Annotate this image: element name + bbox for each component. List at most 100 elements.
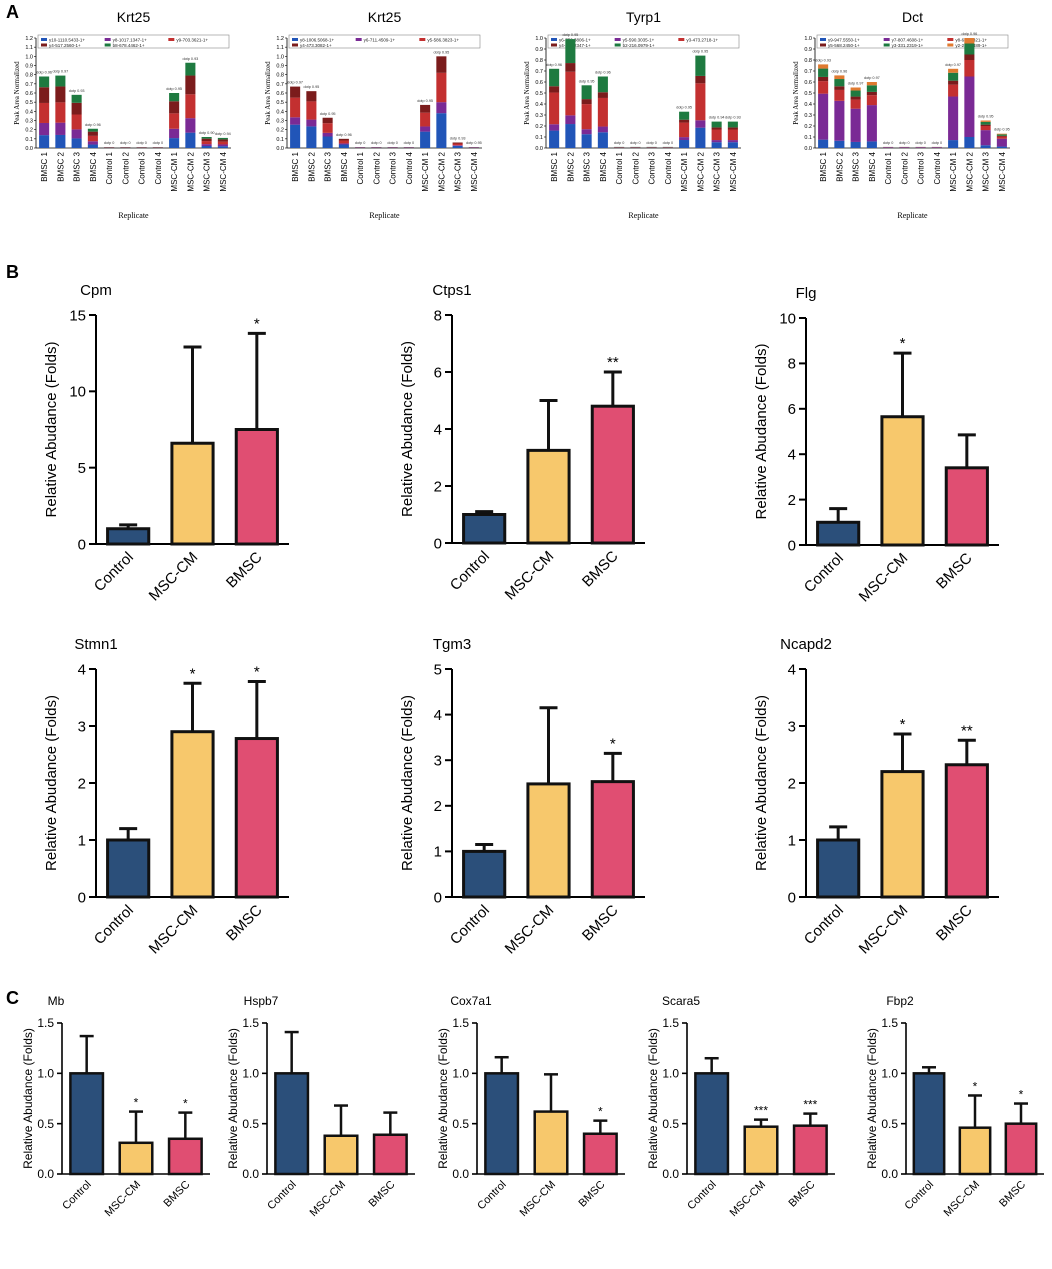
x-tick-label: Control 1 bbox=[356, 151, 365, 184]
y-tick-label: 0.9 bbox=[276, 64, 284, 70]
stacked-bar-segment bbox=[201, 138, 212, 142]
stacked-bar-segment bbox=[306, 126, 317, 148]
dotp-label: dotp 0.95 bbox=[676, 106, 692, 110]
stacked-bar-segment bbox=[931, 147, 942, 148]
legend-swatch bbox=[883, 38, 890, 41]
legend-entry: y3-473.2718-1+ bbox=[686, 38, 718, 43]
y-tick-label: 1.5 bbox=[37, 1016, 54, 1030]
significance-mark: *** bbox=[803, 1098, 817, 1112]
legend-swatch bbox=[292, 43, 298, 47]
stacked-bar-segment bbox=[964, 38, 975, 44]
stacked-bar-segment bbox=[948, 84, 959, 97]
stacked-bar-segment bbox=[866, 95, 877, 106]
stacked-bar-segment bbox=[290, 86, 301, 98]
stacked-bar-segment bbox=[581, 104, 592, 130]
stacked-bar-segment bbox=[818, 76, 829, 82]
stacked-bar-segment bbox=[452, 145, 463, 146]
dotp-label: dotp 0.95 bbox=[417, 99, 433, 103]
chart-title: Cpm bbox=[80, 282, 112, 299]
stacked-bar-segment bbox=[695, 75, 706, 84]
bar bbox=[170, 441, 215, 546]
dotp-label: dotp 0 bbox=[646, 141, 657, 145]
bar-chart-tgm3: Tgm3 0 1 2 3 4 5 Relative Abudance (Folds) Contr… bbox=[399, 636, 645, 957]
bar bbox=[880, 415, 925, 547]
stacked-bar-segment bbox=[549, 124, 560, 131]
x-tick-label: BMSC 4 bbox=[868, 151, 877, 181]
x-tick-label: MSC-CM bbox=[103, 1179, 143, 1219]
y-tick-label: 2 bbox=[78, 775, 86, 792]
stacked-bar-segment bbox=[306, 119, 317, 127]
x-tick-label: Control bbox=[447, 548, 493, 594]
stacked-bar-segment bbox=[679, 119, 690, 123]
y-axis-label: Relative Abudance (Folds) bbox=[226, 1028, 240, 1169]
y-tick-label: 4 bbox=[788, 661, 796, 678]
y-axis-label: Peak Area Normalized bbox=[523, 61, 531, 125]
y-axis-label: Peak Area Normalized bbox=[792, 61, 800, 125]
x-tick-label: Control 1 bbox=[615, 151, 624, 184]
x-tick-label: Control 3 bbox=[648, 151, 657, 184]
x-tick-label: MSC-CM bbox=[728, 1179, 768, 1219]
stacked-bar-segment bbox=[185, 118, 196, 133]
stacked-bar-segment bbox=[727, 142, 738, 148]
y-tick-label: 0.0 bbox=[25, 146, 33, 152]
x-axis-label: Replicate bbox=[369, 211, 400, 220]
y-tick-label: 0.7 bbox=[25, 82, 33, 88]
stacked-bar-segment bbox=[87, 141, 98, 145]
y-tick-label: 0.9 bbox=[804, 47, 812, 53]
legend-entry: y9-703.3621-1+ bbox=[176, 38, 208, 43]
x-tick-label: Control 3 bbox=[917, 151, 926, 184]
stacked-bar-segment bbox=[964, 60, 975, 77]
legend-box bbox=[37, 34, 230, 49]
stacked-bar-segment bbox=[679, 122, 690, 138]
legend-swatch bbox=[820, 43, 826, 47]
dotp-label: dotp 0 bbox=[355, 141, 366, 145]
y-tick-label: 3 bbox=[788, 718, 796, 735]
stacked-bar-segment bbox=[581, 134, 592, 148]
dotp-label: dotp 0.96 bbox=[595, 71, 611, 75]
x-tick-label: BMSC 1 bbox=[550, 151, 559, 181]
x-tick-label: MSC-CM 2 bbox=[186, 151, 195, 191]
x-tick-label: BMSC 1 bbox=[819, 151, 828, 181]
y-tick-label: 0.8 bbox=[804, 58, 812, 64]
stacked-bar-segment bbox=[850, 99, 861, 109]
chart-title: Mb bbox=[48, 994, 65, 1008]
stacked-bar-segment bbox=[169, 93, 180, 102]
legend-swatch bbox=[168, 38, 175, 41]
y-tick-label: 0.7 bbox=[804, 69, 812, 75]
y-tick-label: 4 bbox=[434, 421, 442, 438]
x-tick-label: BMSC bbox=[579, 548, 622, 591]
bar bbox=[944, 466, 989, 547]
legend-entry: y5-590.3035-1+ bbox=[623, 38, 655, 43]
x-tick-label: Control 4 bbox=[664, 151, 673, 184]
x-tick-label: Control 3 bbox=[389, 151, 398, 184]
x-tick-label: MSC-CM bbox=[856, 902, 912, 958]
y-tick-label: 0.7 bbox=[535, 69, 543, 75]
dotp-label: dotp 0.95 bbox=[466, 141, 482, 145]
dotp-label: dotp 0 bbox=[630, 141, 641, 145]
legend-swatch bbox=[292, 38, 298, 41]
stacked-bar-segment bbox=[996, 146, 1007, 148]
x-tick-label: MSC-CM bbox=[308, 1179, 348, 1219]
y-tick-label: 6 bbox=[788, 401, 796, 418]
x-tick-label: MSC-CM 1 bbox=[421, 151, 430, 191]
bar bbox=[590, 780, 635, 899]
y-tick-label: 10 bbox=[69, 384, 86, 401]
y-tick-label: 0.4 bbox=[535, 102, 543, 108]
stacked-bar-segment bbox=[436, 72, 447, 103]
stacked-bar-segment bbox=[217, 141, 228, 145]
legend-entry: y3-331.2319-1+ bbox=[892, 43, 924, 48]
stacked-bar-segment bbox=[420, 104, 431, 113]
stacked-bar-segment bbox=[883, 147, 894, 148]
stacked-bar-segment bbox=[711, 142, 722, 148]
x-tick-label: Control bbox=[91, 902, 137, 948]
stacked-bar-segment bbox=[980, 126, 991, 131]
y-tick-label: 0 bbox=[78, 536, 86, 553]
x-tick-label: MSC-CM 2 bbox=[696, 151, 705, 191]
bar bbox=[743, 1125, 779, 1176]
chart-title: Krt25 bbox=[117, 9, 151, 25]
dotp-label: dotp 0 bbox=[104, 141, 115, 145]
y-tick-label: 0.6 bbox=[535, 80, 543, 86]
dotp-label: dotp 0.96 bbox=[36, 71, 52, 75]
bar bbox=[912, 1072, 946, 1176]
stacked-bar-segment bbox=[581, 85, 592, 100]
